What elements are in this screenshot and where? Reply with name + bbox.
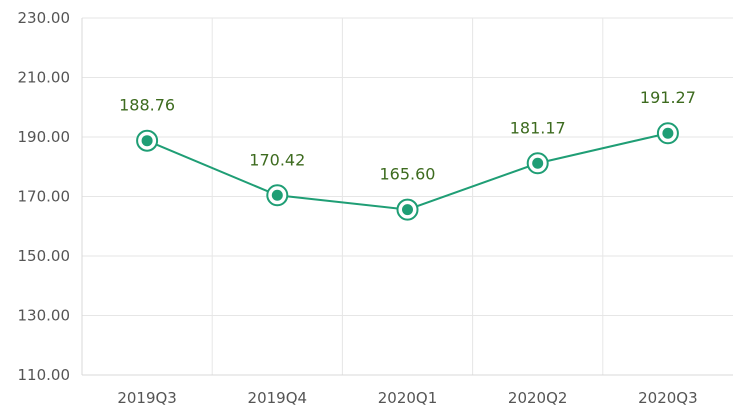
axes-layer: 110.00 130.00 150.00 170.00 190.00 210.00 230.… (18, 9, 733, 407)
y-tick-label: 150.00 (18, 247, 71, 265)
data-label: 181.17 (510, 118, 566, 137)
data-label: 191.27 (640, 88, 696, 107)
series-layer (136, 122, 679, 221)
y-tick-label: 230.00 (18, 9, 71, 27)
x-tick-label: 2020Q1 (378, 389, 438, 407)
data-label: 188.76 (119, 96, 175, 115)
y-tick-label: 130.00 (18, 307, 71, 325)
grid-layer (82, 17, 733, 375)
data-point (271, 189, 283, 201)
x-tick-label: 2019Q3 (117, 389, 177, 407)
x-tick-label: 2020Q3 (638, 389, 698, 407)
data-label: 165.60 (380, 165, 436, 184)
labels-layer: 188.76 170.42 165.60 181.17 191.27 (119, 88, 696, 183)
data-label: 170.42 (249, 150, 305, 169)
y-tick-label: 210.00 (18, 69, 71, 87)
y-tick-label: 190.00 (18, 128, 71, 146)
x-tick-label: 2020Q2 (508, 389, 568, 407)
data-point (402, 204, 413, 216)
data-point (141, 135, 153, 147)
x-tick-label: 2019Q4 (248, 389, 308, 407)
data-point (532, 157, 544, 169)
y-tick-label: 170.00 (18, 188, 71, 206)
data-point (662, 127, 674, 139)
y-tick-label: 110.00 (18, 366, 71, 384)
